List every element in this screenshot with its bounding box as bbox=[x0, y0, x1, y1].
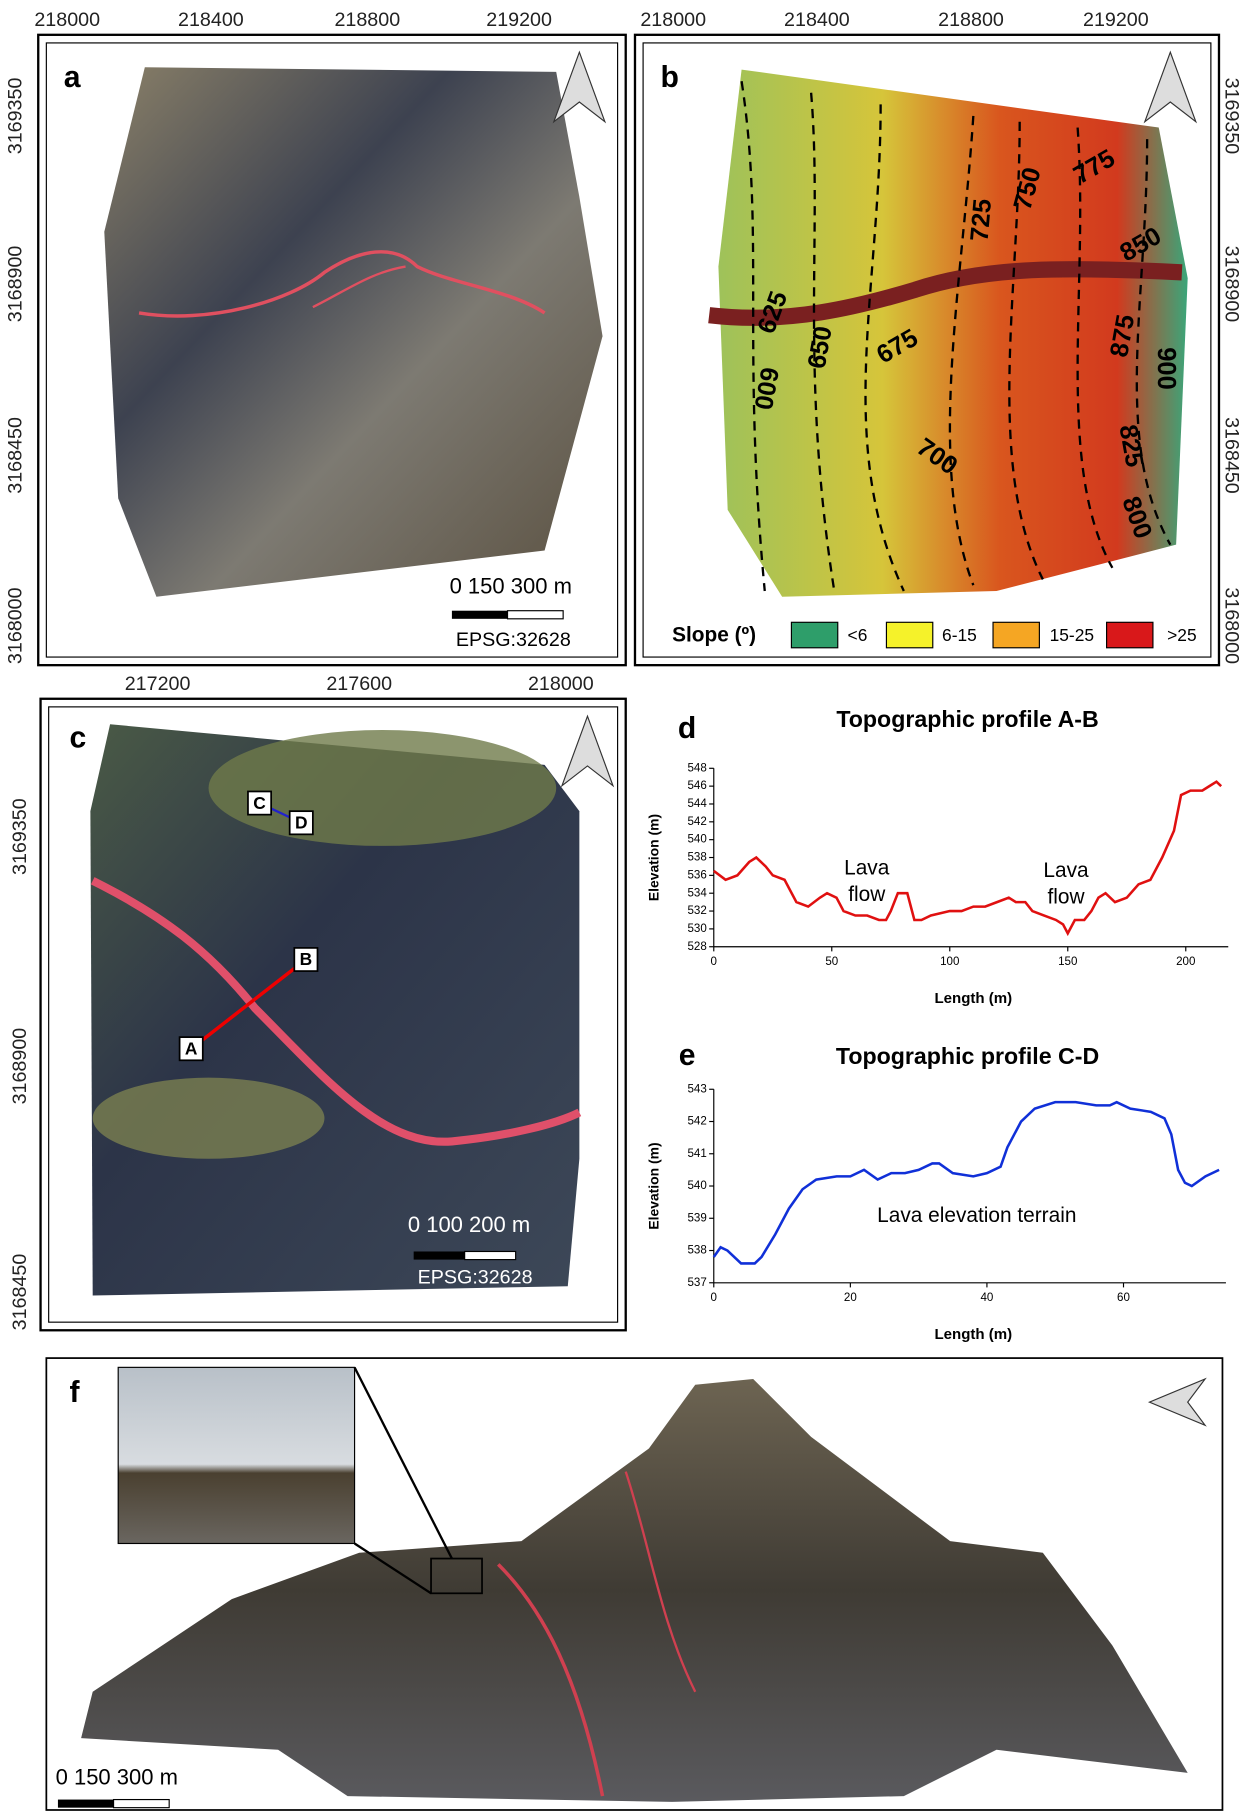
x-coord: 217200 bbox=[125, 673, 191, 695]
legend-label: >25 bbox=[1167, 625, 1196, 645]
epsg: EPSG:32628 bbox=[456, 629, 571, 651]
point-label: A bbox=[185, 1038, 198, 1058]
legend-label: 6-15 bbox=[942, 625, 977, 645]
y-tick-label: 534 bbox=[687, 887, 707, 899]
legend-swatch bbox=[993, 622, 1039, 647]
legend-label: <6 bbox=[848, 625, 868, 645]
panel-label: c bbox=[70, 721, 87, 754]
legend-title: Slope (º) bbox=[672, 624, 756, 647]
y-coord: 3168450 bbox=[4, 417, 26, 494]
y-tick-label: 543 bbox=[687, 1083, 706, 1095]
y-coord: 3168900 bbox=[9, 1028, 31, 1105]
epsg: EPSG:32628 bbox=[418, 1266, 533, 1288]
y-coord: 3168900 bbox=[4, 246, 26, 323]
profile-line bbox=[714, 1102, 1219, 1263]
y-tick-label: 542 bbox=[687, 1116, 706, 1128]
y-coord: 3169350 bbox=[1220, 78, 1241, 155]
y-tick-label: 544 bbox=[687, 798, 707, 810]
x-tick-label: 50 bbox=[825, 956, 838, 968]
point-label: C bbox=[253, 793, 266, 813]
contour-label: 725 bbox=[966, 198, 998, 243]
y-coord: 3168000 bbox=[4, 587, 26, 664]
point-label: B bbox=[300, 949, 313, 969]
y-coord: 3168450 bbox=[1220, 417, 1241, 494]
annotation: Lava bbox=[844, 857, 890, 880]
scale-label: 0 150 300 m bbox=[56, 1765, 178, 1790]
chart-title: Topographic profile A-B bbox=[836, 706, 1098, 732]
y-tick-label: 541 bbox=[687, 1148, 706, 1160]
y-tick-label: 548 bbox=[687, 762, 706, 774]
panel-label: a bbox=[64, 61, 81, 94]
x-axis-label: Length (m) bbox=[934, 990, 1012, 1007]
panel-label: d bbox=[678, 712, 696, 745]
y-axis-label: Elevation (m) bbox=[645, 814, 661, 901]
y-coord: 3169350 bbox=[9, 798, 31, 875]
y-coord: 3169350 bbox=[4, 78, 26, 155]
annotation: flow bbox=[848, 883, 886, 906]
x-coord: 218000 bbox=[640, 9, 706, 31]
x-tick-label: 60 bbox=[1117, 1292, 1130, 1304]
annotation: Lava bbox=[1043, 859, 1089, 882]
y-tick-label: 530 bbox=[687, 923, 706, 935]
x-coord: 219200 bbox=[486, 9, 552, 31]
panel-label: b bbox=[660, 61, 678, 94]
scale-label: 0 100 200 m bbox=[408, 1212, 530, 1237]
legend-label: 15-25 bbox=[1050, 625, 1094, 645]
panel-c bbox=[41, 699, 626, 1331]
x-tick-label: 100 bbox=[940, 956, 959, 968]
y-tick-label: 539 bbox=[687, 1212, 706, 1224]
y-coord: 3168000 bbox=[1220, 587, 1241, 664]
y-tick-label: 540 bbox=[687, 834, 706, 846]
x-coord: 218400 bbox=[178, 9, 244, 31]
y-tick-label: 540 bbox=[687, 1180, 706, 1192]
x-axis-label: Length (m) bbox=[934, 1326, 1012, 1343]
y-tick-label: 546 bbox=[687, 780, 706, 792]
y-axis-label: Elevation (m) bbox=[645, 1142, 661, 1229]
figure: a 218000 218400 218800 219200 3169350 3168900 3… bbox=[0, 0, 1241, 1817]
point-label: D bbox=[295, 813, 308, 833]
panel-label: e bbox=[679, 1039, 696, 1072]
annotation: flow bbox=[1047, 886, 1085, 909]
scale-label: 0 150 300 m bbox=[450, 573, 572, 598]
legend-swatch bbox=[886, 622, 932, 647]
contour-label: 900 bbox=[1152, 347, 1180, 390]
y-coord: 3168450 bbox=[9, 1254, 31, 1331]
y-tick-label: 536 bbox=[687, 869, 706, 881]
y-tick-label: 538 bbox=[687, 1245, 706, 1257]
x-coord: 218400 bbox=[784, 9, 850, 31]
y-tick-label: 542 bbox=[687, 816, 706, 828]
x-tick-label: 40 bbox=[980, 1292, 993, 1304]
y-tick-label: 528 bbox=[687, 941, 706, 953]
x-tick-label: 200 bbox=[1176, 956, 1195, 968]
y-tick-label: 538 bbox=[687, 852, 706, 864]
x-coord: 218800 bbox=[938, 9, 1004, 31]
page: {"panel_a":{"label":"a","x_coords":["218… bbox=[0, 0, 1241, 1817]
chart-title: Topographic profile C-D bbox=[836, 1043, 1099, 1069]
x-coord: 219200 bbox=[1083, 9, 1149, 31]
y-tick-label: 532 bbox=[687, 905, 706, 917]
x-tick-label: 20 bbox=[844, 1292, 857, 1304]
x-tick-label: 0 bbox=[711, 1292, 717, 1304]
legend-swatch bbox=[791, 622, 837, 647]
x-coord: 218000 bbox=[528, 673, 594, 695]
x-coord: 218000 bbox=[34, 9, 100, 31]
panel-f bbox=[46, 1358, 1222, 1810]
annotation: Lava elevation terrain bbox=[877, 1204, 1076, 1227]
panel-label: f bbox=[70, 1376, 81, 1409]
x-coord: 218800 bbox=[334, 9, 400, 31]
profile-line bbox=[714, 782, 1221, 934]
x-tick-label: 0 bbox=[711, 956, 717, 968]
legend-swatch bbox=[1107, 622, 1153, 647]
y-tick-label: 537 bbox=[687, 1277, 706, 1289]
y-coord: 3168900 bbox=[1220, 246, 1241, 323]
panel-a bbox=[38, 35, 625, 665]
x-coord: 217600 bbox=[326, 673, 392, 695]
x-tick-label: 150 bbox=[1058, 956, 1077, 968]
